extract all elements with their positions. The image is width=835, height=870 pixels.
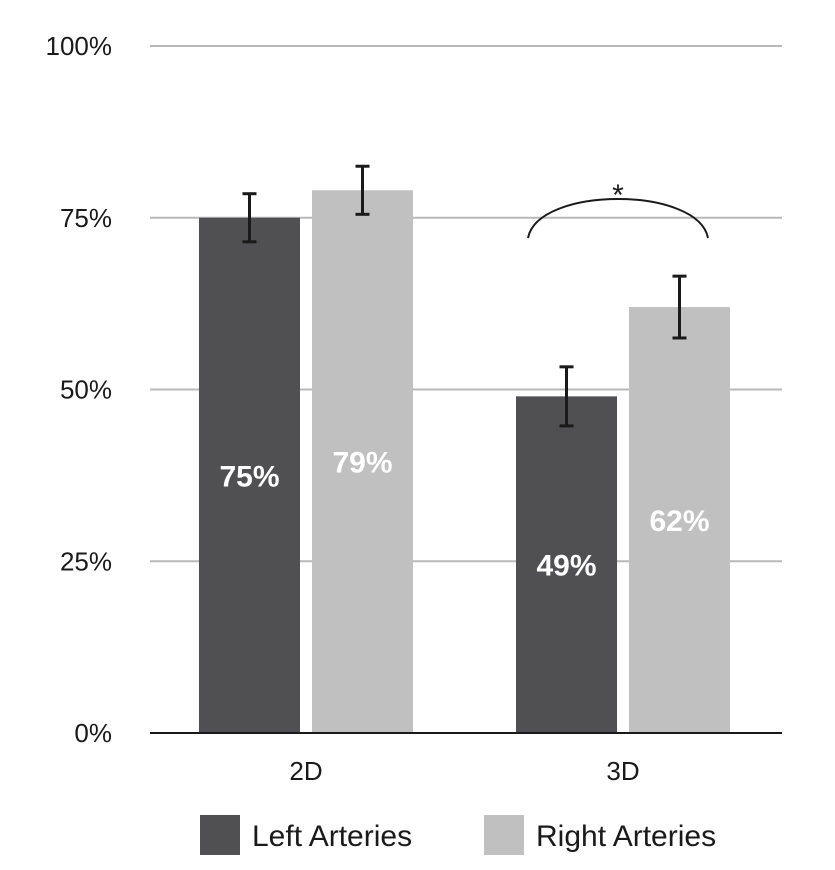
- significance-bracket: [527, 198, 709, 239]
- bar-value-label: 79%: [332, 447, 392, 480]
- y-tick-label: 25%: [60, 546, 112, 576]
- legend-label: Right Arteries: [536, 820, 716, 853]
- bars: [199, 190, 730, 733]
- error-bars: [242, 164, 687, 428]
- bar-value-label: 62%: [649, 505, 709, 538]
- x-tick-label: 3D: [606, 756, 639, 786]
- legend-swatch: [484, 815, 524, 855]
- error-bar: [242, 192, 257, 244]
- legend: Left Arteries Right Arteries: [200, 815, 716, 855]
- y-tick-label: 50%: [60, 375, 112, 405]
- legend-label: Left Arteries: [252, 820, 412, 853]
- significance-annotation: *: [527, 179, 709, 239]
- bar-left-arteries-3d: [516, 396, 617, 733]
- x-axis-ticks: 2D 3D: [289, 756, 639, 786]
- error-bar: [355, 164, 370, 216]
- significance-marker: *: [612, 179, 624, 212]
- x-tick-label: 2D: [289, 756, 322, 786]
- bar-right-arteries-2d: [312, 190, 413, 733]
- y-tick-label: 100%: [46, 31, 113, 61]
- error-bar: [672, 274, 687, 340]
- error-bar: [559, 365, 574, 428]
- bar-right-arteries-3d: [629, 307, 730, 733]
- bar-left-arteries-2d: [199, 217, 300, 733]
- y-tick-label: 75%: [60, 203, 112, 233]
- legend-swatch: [200, 815, 240, 855]
- y-tick-label: 0%: [74, 718, 112, 748]
- bar-value-labels: 75% 79% 49% 62%: [219, 447, 709, 583]
- bar-value-label: 49%: [536, 550, 596, 583]
- y-axis-ticks: 0% 25% 50% 75% 100%: [46, 31, 113, 748]
- bar-value-label: 75%: [219, 460, 279, 493]
